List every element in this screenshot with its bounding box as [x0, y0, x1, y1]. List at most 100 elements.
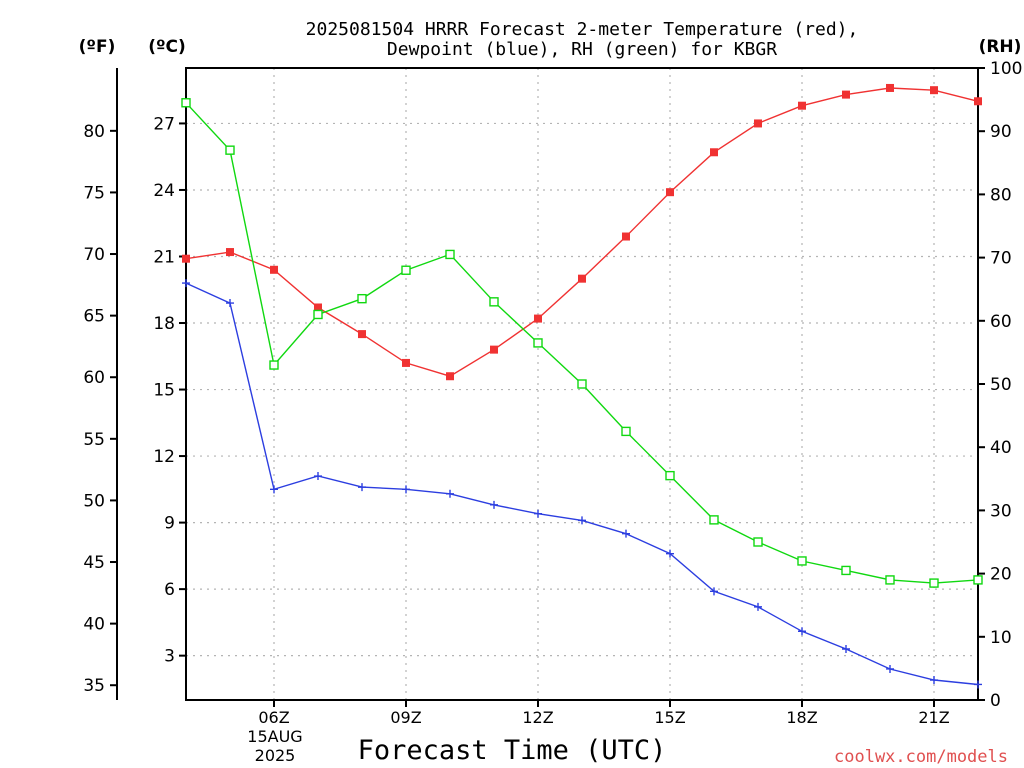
rh-tick-label: 70 — [990, 249, 1012, 269]
rh-point — [489, 297, 499, 307]
dewpoint-series — [182, 279, 982, 689]
fahrenheit-tick-label: 55 — [83, 430, 105, 450]
time-tick-label: 21Z — [918, 708, 949, 727]
temperature-point — [446, 372, 454, 381]
rh-tick-label: 50 — [990, 375, 1012, 395]
rh-series — [181, 98, 983, 588]
rh-point — [401, 265, 411, 275]
grid-lines — [186, 68, 978, 700]
fahrenheit-tick-label: 45 — [83, 553, 105, 573]
temperature-point — [402, 358, 410, 367]
dewpoint-point — [930, 676, 938, 685]
celsius-tick-label: 3 — [164, 647, 175, 667]
dewpoint-point — [974, 680, 982, 689]
temperature-point — [226, 248, 234, 257]
dewpoint-point — [270, 485, 278, 494]
x-axis-title: Forecast Time (UTC) — [358, 735, 667, 766]
celsius-tick-label: 24 — [153, 181, 175, 201]
dewpoint-point — [182, 279, 190, 288]
dewpoint-point — [886, 664, 894, 673]
rh-tick-label: 60 — [990, 312, 1012, 332]
rh-point — [973, 575, 983, 585]
rh-tick-label: 80 — [990, 185, 1012, 205]
rh-tick-label: 100 — [990, 59, 1022, 79]
temperature-point — [534, 314, 542, 323]
celsius-axis: 3 6 9 12 15 18 21 24 27 — [153, 114, 186, 667]
rh-point — [225, 145, 235, 155]
rh-point — [313, 309, 323, 320]
series-lines — [181, 83, 983, 689]
celsius-tick-label: 9 — [164, 514, 175, 534]
dewpoint-point — [710, 587, 718, 596]
rh-point — [269, 360, 279, 370]
temperature-point — [666, 188, 674, 197]
temperature-point — [490, 345, 498, 354]
temperature-point — [886, 83, 894, 92]
time-tick-label: 06Z — [258, 708, 289, 727]
chart-title-line2: Dewpoint (blue), RH (green) for KBGR — [387, 39, 777, 60]
temperature-point — [842, 90, 850, 99]
time-tick-label: 18Z — [786, 708, 817, 727]
dewpoint-point — [534, 509, 542, 518]
temperature-point — [578, 274, 586, 283]
fahrenheit-axis: 35 40 45 50 55 60 65 70 75 80 — [83, 122, 117, 696]
rh-tick-label: 20 — [990, 565, 1012, 585]
dewpoint-point — [798, 627, 806, 636]
date-label-day: 15AUG — [247, 727, 302, 746]
rh-unit-label: (RH) — [979, 37, 1022, 57]
temperature-point — [622, 232, 630, 241]
rh-point — [181, 98, 191, 108]
dewpoint-point — [490, 500, 498, 509]
dewpoint-point — [578, 516, 586, 525]
rh-point — [621, 426, 631, 437]
dewpoint-point — [314, 472, 322, 481]
time-tick-label: 09Z — [390, 708, 421, 727]
fahrenheit-tick-label: 50 — [83, 491, 105, 511]
rh-point — [929, 578, 939, 588]
rh-point — [885, 575, 895, 585]
fahrenheit-tick-label: 40 — [83, 615, 105, 635]
rh-point — [665, 470, 675, 481]
rh-point — [797, 556, 807, 566]
temperature-point — [358, 330, 366, 339]
temperature-point — [754, 119, 762, 128]
rh-axis: 0 10 20 30 40 50 60 70 80 90 100 — [978, 59, 1022, 711]
rh-tick-label: 0 — [990, 691, 1001, 711]
rh-point — [577, 379, 587, 389]
celsius-tick-label: 21 — [153, 247, 175, 267]
temperature-point — [930, 86, 938, 95]
rh-line — [185, 102, 979, 584]
rh-point — [841, 565, 851, 576]
dewpoint-point — [226, 299, 234, 308]
rh-tick-label: 10 — [990, 628, 1012, 648]
celsius-tick-label: 15 — [153, 381, 175, 401]
rh-tick-label: 90 — [990, 122, 1012, 142]
temperature-point — [182, 254, 190, 263]
temperature-point — [270, 265, 278, 274]
dewpoint-point — [754, 602, 762, 611]
dewpoint-point — [666, 549, 674, 558]
dewpoint-point — [446, 489, 454, 498]
time-axis: 06Z 09Z 12Z 15Z 18Z 21Z — [258, 700, 950, 727]
fahrenheit-tick-label: 35 — [83, 676, 105, 696]
rh-point — [533, 338, 543, 348]
fahrenheit-tick-label: 75 — [83, 183, 105, 203]
temperature-point — [710, 148, 718, 157]
celsius-unit-label: (ºC) — [148, 37, 186, 57]
temperature-series — [182, 83, 982, 381]
celsius-tick-label: 6 — [164, 580, 175, 600]
rh-point — [753, 537, 763, 547]
time-tick-label: 15Z — [654, 708, 685, 727]
celsius-tick-label: 27 — [153, 114, 175, 134]
temperature-line — [185, 87, 979, 377]
rh-point — [709, 515, 719, 525]
temperature-point — [974, 97, 982, 106]
dewpoint-point — [402, 485, 410, 494]
fahrenheit-tick-label: 70 — [83, 245, 105, 265]
credit-label: coolwx.com/models — [834, 747, 1008, 767]
celsius-tick-label: 12 — [153, 447, 175, 467]
rh-point — [445, 249, 455, 260]
dewpoint-line — [185, 282, 979, 686]
rh-tick-label: 40 — [990, 438, 1012, 458]
